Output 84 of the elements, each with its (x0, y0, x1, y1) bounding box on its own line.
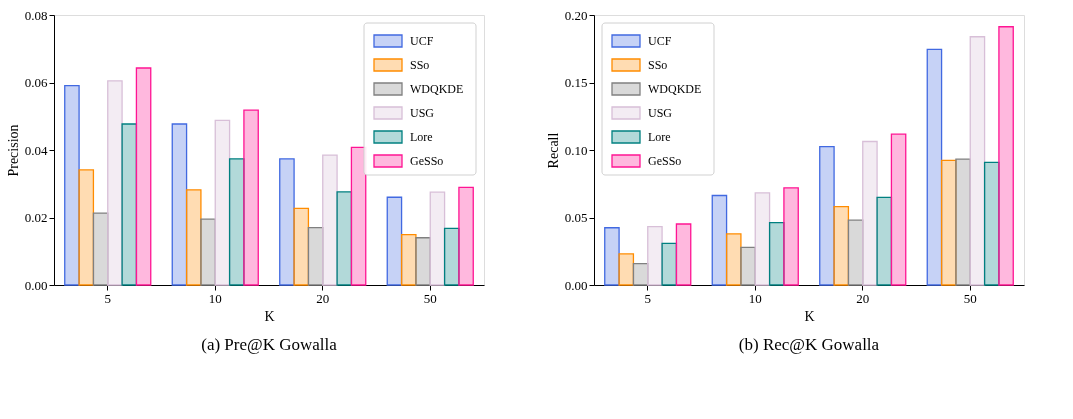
bar (725, 233, 742, 286)
bar (955, 158, 971, 286)
bar (121, 123, 138, 286)
y-tick-label: 0.00 (564, 277, 588, 293)
x-tick-label: 5 (644, 290, 651, 306)
y-tick-label: 0.20 (564, 7, 588, 23)
y-tick-label: 0.00 (24, 277, 48, 293)
legend-label: USG (648, 106, 673, 120)
y-tick-label: 0.04 (24, 142, 48, 158)
y-tick-label: 0.05 (564, 210, 588, 225)
bar (185, 189, 202, 286)
text: (a) Pre@K Gowalla (201, 335, 338, 354)
bar (200, 218, 216, 286)
bar (876, 196, 893, 286)
bar (969, 36, 986, 286)
bar (171, 123, 188, 286)
legend-label: GeSSo (648, 154, 682, 168)
bar (107, 80, 123, 286)
text: (b) Rec@K Gowalla (738, 335, 880, 354)
bar (243, 109, 259, 286)
y-tick-label: 0.15 (564, 75, 588, 90)
x-axis-title: K (264, 308, 275, 324)
y-tick-label: 0.02 (24, 210, 48, 225)
bar (443, 227, 460, 286)
bar (135, 67, 152, 286)
bar (604, 227, 620, 286)
legend-label: WDQKDE (648, 82, 702, 96)
bar (429, 191, 446, 286)
bar (819, 145, 835, 286)
legend-label: SSo (648, 58, 668, 72)
bar (740, 246, 756, 286)
bar (415, 237, 431, 286)
bar (711, 194, 728, 286)
legend-label: UCF (410, 34, 434, 48)
bar (618, 253, 635, 286)
bar (983, 161, 1000, 286)
x-tick-label: 10 (208, 290, 222, 306)
bar (926, 48, 943, 286)
x-tick-label: 50 (423, 290, 437, 306)
bar (768, 221, 785, 286)
bar (862, 140, 878, 286)
bar (92, 212, 109, 286)
legend-label: Lore (410, 130, 433, 144)
bar (940, 159, 957, 286)
y-tick-label: 0.10 (564, 142, 588, 158)
legend-label: WDQKDE (410, 82, 464, 96)
x-tick-label: 5 (104, 290, 111, 306)
legend-label: GeSSo (410, 154, 444, 168)
x-tick-label: 10 (748, 290, 762, 306)
bar (350, 146, 367, 286)
bar (64, 84, 80, 286)
legend-label: USG (410, 106, 435, 120)
bar (998, 26, 1014, 286)
y-tick-label: 0.06 (24, 75, 48, 90)
bar (833, 206, 850, 286)
bar (78, 169, 95, 286)
bar (661, 242, 678, 286)
y-tick-label: 0.08 (24, 7, 48, 23)
x-tick-label: 20 (856, 290, 870, 306)
legend-label: UCF (648, 34, 672, 48)
bar (214, 119, 231, 286)
bar (386, 196, 403, 286)
x-axis-title: K (804, 308, 815, 324)
bar (293, 207, 310, 286)
legend-label: SSo (410, 58, 430, 72)
bar (647, 225, 663, 286)
bar (458, 186, 474, 286)
x-tick-label: 50 (963, 290, 977, 306)
y-axis-title: Recall (545, 132, 561, 169)
bar (279, 158, 295, 286)
bar (675, 223, 692, 286)
bar (400, 234, 417, 286)
bar (322, 154, 338, 286)
x-tick-label: 20 (316, 290, 330, 306)
bar (307, 226, 324, 286)
bar (783, 187, 799, 286)
bar (890, 133, 907, 286)
bar (754, 192, 771, 286)
bar (228, 158, 245, 286)
y-axis-title: Precision (5, 124, 21, 177)
legend-label: Lore (648, 130, 671, 144)
bar (336, 191, 353, 286)
bar (847, 219, 864, 286)
bar (632, 262, 649, 286)
